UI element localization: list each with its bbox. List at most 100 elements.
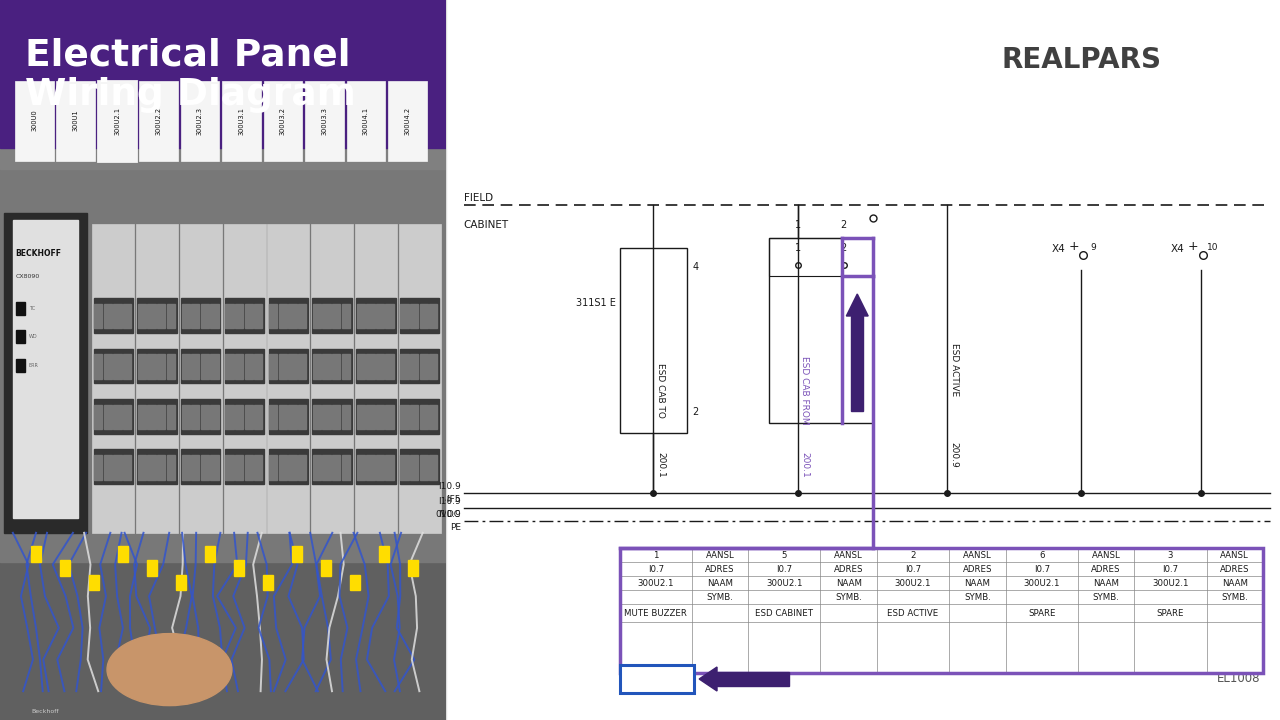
Bar	[191, 304, 200, 328]
Text: 2: 2	[692, 407, 699, 417]
Bar	[60, 560, 70, 576]
Bar	[210, 304, 219, 328]
Text: NAAM: NAAM	[1093, 578, 1119, 588]
Text: 300U2.3: 300U2.3	[197, 107, 204, 135]
Bar	[323, 304, 330, 328]
Text: 1: 1	[795, 220, 801, 230]
Bar	[136, 224, 178, 533]
Text: 300U2.2: 300U2.2	[156, 107, 161, 135]
Bar	[356, 449, 396, 484]
Bar	[851, 316, 863, 411]
Text: 300U2.1: 300U2.1	[767, 578, 803, 588]
Bar	[137, 399, 177, 433]
Bar	[95, 304, 102, 328]
Bar	[332, 354, 340, 379]
Bar	[357, 455, 365, 480]
Bar	[385, 354, 394, 379]
Bar	[429, 405, 438, 429]
Text: SYMB.: SYMB.	[1221, 593, 1248, 601]
Bar	[92, 224, 134, 533]
Bar	[292, 546, 302, 562]
Text: AANSL: AANSL	[1092, 551, 1120, 559]
Text: 2: 2	[841, 243, 847, 253]
Bar	[123, 405, 131, 429]
Bar	[401, 405, 408, 429]
Bar	[14, 81, 54, 161]
Bar	[717, 672, 788, 686]
Bar	[118, 546, 128, 562]
Bar	[166, 304, 175, 328]
Bar	[140, 81, 178, 161]
Text: +: +	[1069, 240, 1079, 253]
Text: 300U2.1: 300U2.1	[114, 107, 120, 135]
Bar	[769, 238, 873, 423]
Bar	[264, 81, 302, 161]
Bar	[244, 304, 253, 328]
Text: I0.7: I0.7	[1034, 564, 1050, 574]
Bar	[279, 354, 287, 379]
Text: SPARE: SPARE	[1157, 608, 1184, 618]
Bar	[210, 354, 219, 379]
Polygon shape	[846, 294, 868, 316]
Text: 0VDC: 0VDC	[436, 510, 461, 519]
Bar	[4, 213, 87, 533]
Text: 1: 1	[795, 243, 801, 253]
Text: SYMB.: SYMB.	[1093, 593, 1120, 601]
Bar	[269, 399, 308, 433]
Text: 2: 2	[841, 220, 847, 230]
Text: NAAM: NAAM	[964, 578, 991, 588]
Bar	[182, 405, 189, 429]
Bar	[401, 304, 408, 328]
Bar	[201, 354, 209, 379]
Text: 3: 3	[1167, 551, 1174, 559]
Bar	[123, 455, 131, 480]
Text: I10.9: I10.9	[438, 510, 461, 519]
Bar	[182, 298, 220, 333]
Bar	[177, 575, 186, 590]
Bar	[191, 455, 200, 480]
Bar	[298, 354, 306, 379]
Text: NAAM: NAAM	[1222, 578, 1248, 588]
Bar	[95, 405, 102, 429]
Bar	[366, 354, 375, 379]
Bar	[385, 455, 394, 480]
Bar	[298, 405, 306, 429]
Bar	[410, 354, 419, 379]
Bar	[123, 354, 131, 379]
Bar	[147, 560, 157, 576]
Bar	[123, 304, 131, 328]
Bar	[323, 354, 330, 379]
Bar	[342, 354, 349, 379]
Bar	[376, 354, 384, 379]
Bar	[56, 81, 95, 161]
Bar	[210, 455, 219, 480]
Bar	[13, 220, 78, 518]
FancyBboxPatch shape	[150, 648, 220, 684]
Bar	[399, 449, 439, 484]
Bar	[225, 405, 234, 429]
Bar	[366, 455, 375, 480]
Text: AANSL: AANSL	[705, 551, 735, 559]
Bar	[97, 81, 137, 161]
Bar	[201, 455, 209, 480]
Text: 300U4.1: 300U4.1	[364, 107, 369, 135]
Bar	[269, 298, 308, 333]
Text: 4F5: 4F5	[444, 495, 461, 504]
Bar	[288, 455, 297, 480]
Text: AANSL: AANSL	[1220, 551, 1249, 559]
Bar	[269, 348, 308, 383]
Polygon shape	[699, 667, 717, 691]
Bar	[138, 304, 146, 328]
Text: ADRES: ADRES	[963, 564, 992, 574]
Bar	[201, 405, 209, 429]
Bar	[15, 302, 26, 315]
Text: AANSL: AANSL	[835, 551, 863, 559]
Bar	[0, 158, 445, 562]
Bar	[279, 405, 287, 429]
Text: ADRES: ADRES	[1220, 564, 1249, 574]
Bar	[114, 304, 122, 328]
Bar	[95, 354, 102, 379]
Bar	[264, 575, 273, 590]
Bar	[182, 399, 220, 433]
Bar	[225, 399, 264, 433]
